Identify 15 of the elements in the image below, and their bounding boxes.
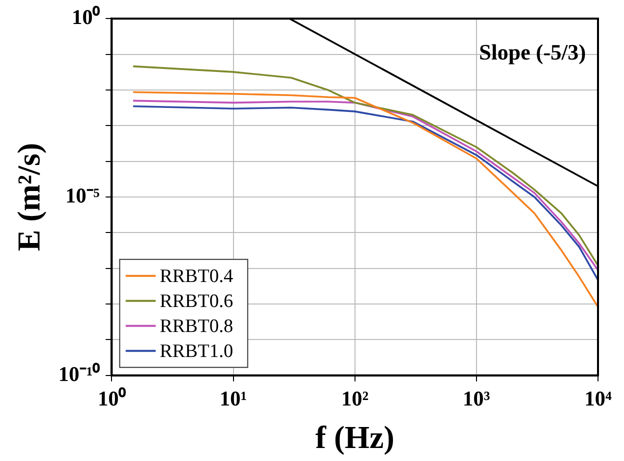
y-tick-label: 10⁰	[72, 5, 101, 30]
annotation: Slope (-5/3)	[479, 39, 586, 64]
x-axis-title: f (Hz)	[315, 419, 394, 456]
x-tick-label: 10⁴	[584, 386, 612, 410]
x-tick-label: 10³	[462, 386, 490, 410]
legend-label: RRBT0.4	[160, 266, 234, 287]
legend-label: RRBT0.6	[160, 290, 234, 312]
x-tick-label: 10²	[341, 386, 368, 410]
legend-label: RRBT1.0	[160, 340, 234, 362]
y-tick-label: 10⁻⁵	[65, 183, 100, 208]
x-tick-label: 10¹	[220, 386, 247, 410]
x-tick-label: 10⁰	[98, 386, 127, 410]
legend-label: RRBT0.8	[160, 316, 234, 337]
y-axis-title: E (m²/s)	[10, 142, 46, 252]
y-tick-label: 10⁻¹⁰	[58, 362, 101, 386]
